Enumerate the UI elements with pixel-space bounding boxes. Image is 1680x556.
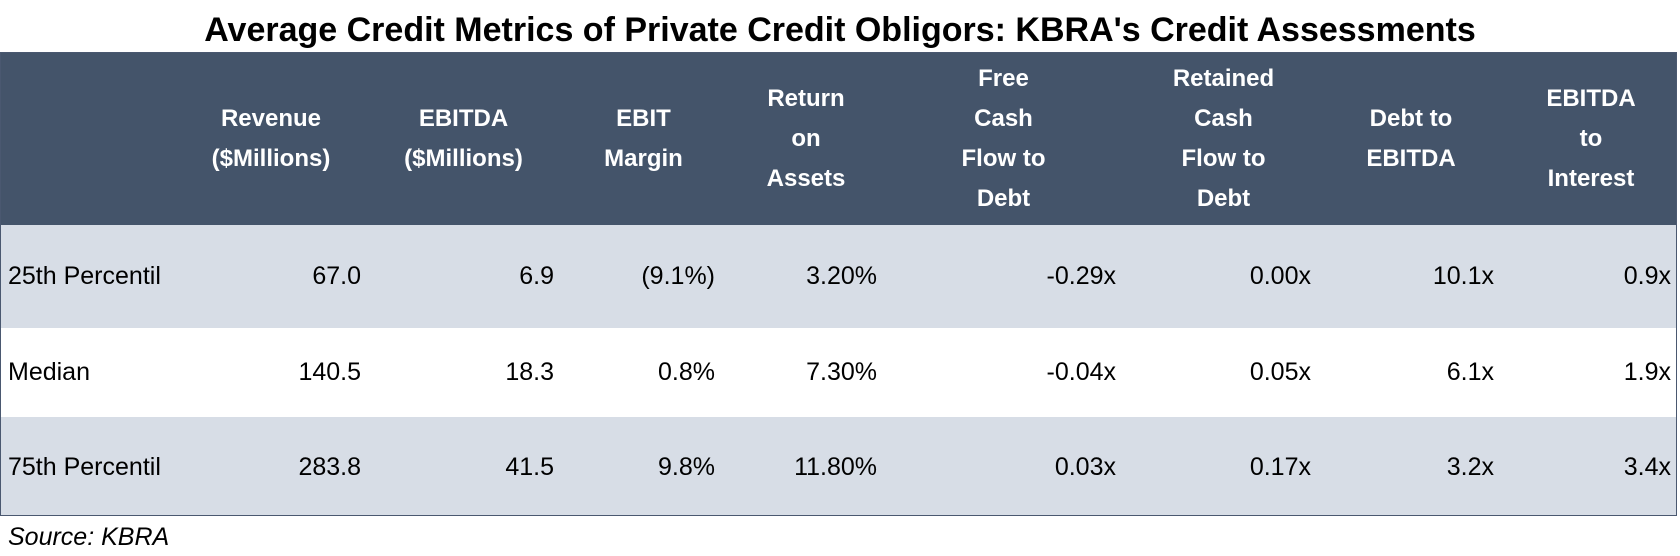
cell-fcf-to-debt: -0.04x [1046, 358, 1116, 386]
cell-debt-to-ebitda: 3.2x [1446, 452, 1494, 481]
table-header: Revenue ($Millions) EBITDA ($Millions) E… [1, 53, 1676, 225]
metrics-table: Revenue ($Millions) EBITDA ($Millions) E… [0, 52, 1677, 516]
page-title: Average Credit Metrics of Private Credit… [204, 11, 1476, 49]
cell-fcf-to-debt: 0.03x [1054, 452, 1116, 481]
header-cell-revenue: Revenue ($Millions) [211, 105, 331, 172]
cell-debt-to-ebitda: 6.1x [1446, 358, 1494, 386]
cell-return-on-assets: 3.20% [806, 262, 877, 290]
table-row-75th: 75th Percentil 283.8 41.5 9.8% 11.80% 0.… [1, 417, 1676, 515]
cell-fcf-to-debt: -0.29x [1046, 262, 1116, 290]
cell-rcf-to-debt: 0.05x [1249, 358, 1311, 386]
header-cell-blank [1, 53, 176, 225]
cell-ebitda: 6.9 [519, 262, 554, 290]
cell-ebitda-to-interest: 1.9x [1623, 358, 1671, 386]
cell-debt-to-ebitda: 10.1x [1432, 262, 1494, 290]
cell-ebitda-to-interest: 3.4x [1623, 452, 1671, 481]
source-note: Source: KBRA [8, 523, 170, 551]
row-label: 75th Percentil [8, 452, 161, 481]
cell-ebit-margin: 9.8% [658, 452, 715, 481]
cell-revenue: 67.0 [312, 262, 361, 290]
cell-revenue: 283.8 [298, 452, 361, 481]
cell-ebitda-to-interest: 0.9x [1623, 262, 1671, 290]
table-row-median: Median 140.5 18.3 0.8% 7.30% -0.04x 0.05… [1, 328, 1676, 417]
header-cell-debt-to-ebitda: Debt to EBITDA [1366, 105, 1456, 172]
cell-ebitda: 18.3 [505, 358, 554, 386]
header-cell-rcf-to-debt: Retained Cash Flow to Debt [1172, 65, 1275, 212]
header-cell-return-on-assets: Return on Assets [766, 85, 846, 192]
cell-rcf-to-debt: 0.00x [1249, 262, 1311, 290]
header-cell-fcf-to-debt: Free Cash Flow to Debt [961, 65, 1046, 212]
cell-return-on-assets: 11.80% [794, 452, 877, 481]
header-cell-ebitda-to-interest: EBITDA to Interest [1546, 85, 1636, 192]
cell-rcf-to-debt: 0.17x [1249, 452, 1311, 481]
table-row-25th: 25th Percentil 67.0 6.9 (9.1%) 3.20% -0.… [1, 225, 1676, 328]
row-label: 25th Percentil [8, 262, 161, 290]
header-cell-ebitda: EBITDA ($Millions) [404, 105, 523, 172]
cell-revenue: 140.5 [298, 358, 361, 386]
cell-ebit-margin: (9.1%) [641, 262, 715, 290]
cell-ebit-margin: 0.8% [658, 358, 715, 386]
row-label: Median [8, 358, 90, 386]
cell-return-on-assets: 7.30% [806, 358, 877, 386]
cell-ebitda: 41.5 [505, 452, 554, 481]
header-cell-ebit-margin: EBIT Margin [604, 105, 683, 172]
